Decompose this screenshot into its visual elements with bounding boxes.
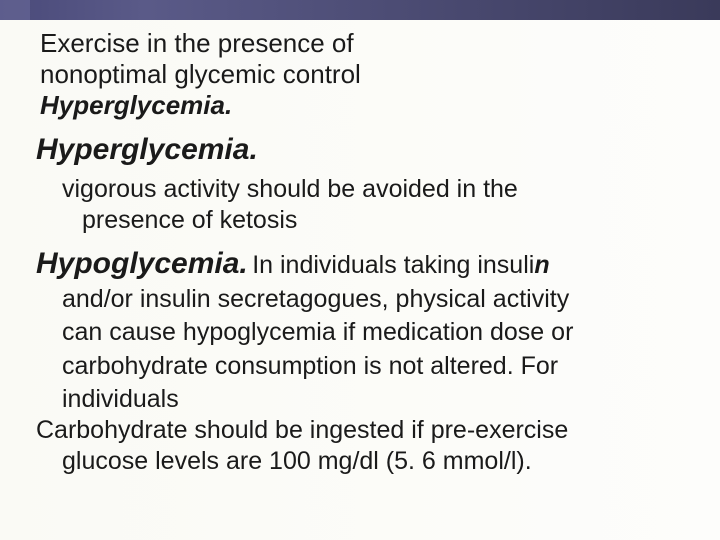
section1-heading: Hyperglycemia. — [36, 132, 684, 168]
section1-body-l2: presence of ketosis — [82, 206, 297, 234]
slide: Exercise in the presence of nonoptimal g… — [0, 0, 720, 540]
header-title-line2: nonoptimal glycemic control — [40, 59, 680, 90]
spacer — [36, 236, 684, 246]
section2-body-l1: and/or insulin secretagogues, physical a… — [36, 284, 684, 315]
section2-inline-text: In individuals taking insuli — [252, 251, 534, 279]
decorative-top-bar — [0, 0, 720, 20]
header-title-line1: Exercise in the presence of — [40, 28, 680, 59]
slide-content: Hyperglycemia. vigorous activity should … — [0, 126, 720, 478]
section2-heading-line: Hypoglycemia. In individuals taking insu… — [36, 246, 684, 282]
section2-body-l2: can cause hypoglycemia if medication dos… — [36, 317, 684, 348]
section2-heading: Hypoglycemia. — [36, 247, 248, 280]
slide-header: Exercise in the presence of nonoptimal g… — [0, 20, 720, 126]
section2-body-l3: carbohydrate consumption is not altered.… — [36, 351, 684, 382]
section1-body: vigorous activity should be avoided in t… — [36, 174, 684, 237]
section2-body-l5: Carbohydrate should be ingested if pre-e… — [36, 415, 684, 446]
section2-body-l4: individuals — [36, 384, 684, 415]
section2-inline-body: In individuals taking insulin — [252, 251, 549, 279]
section2-body-l6: glucose levels are 100 mg/dl (5. 6 mmol/… — [36, 446, 684, 477]
section1-body-l1: vigorous activity should be avoided in t… — [62, 175, 518, 203]
header-subtitle: Hyperglycemia. — [40, 90, 680, 121]
section2-inline-n: n — [534, 251, 549, 279]
